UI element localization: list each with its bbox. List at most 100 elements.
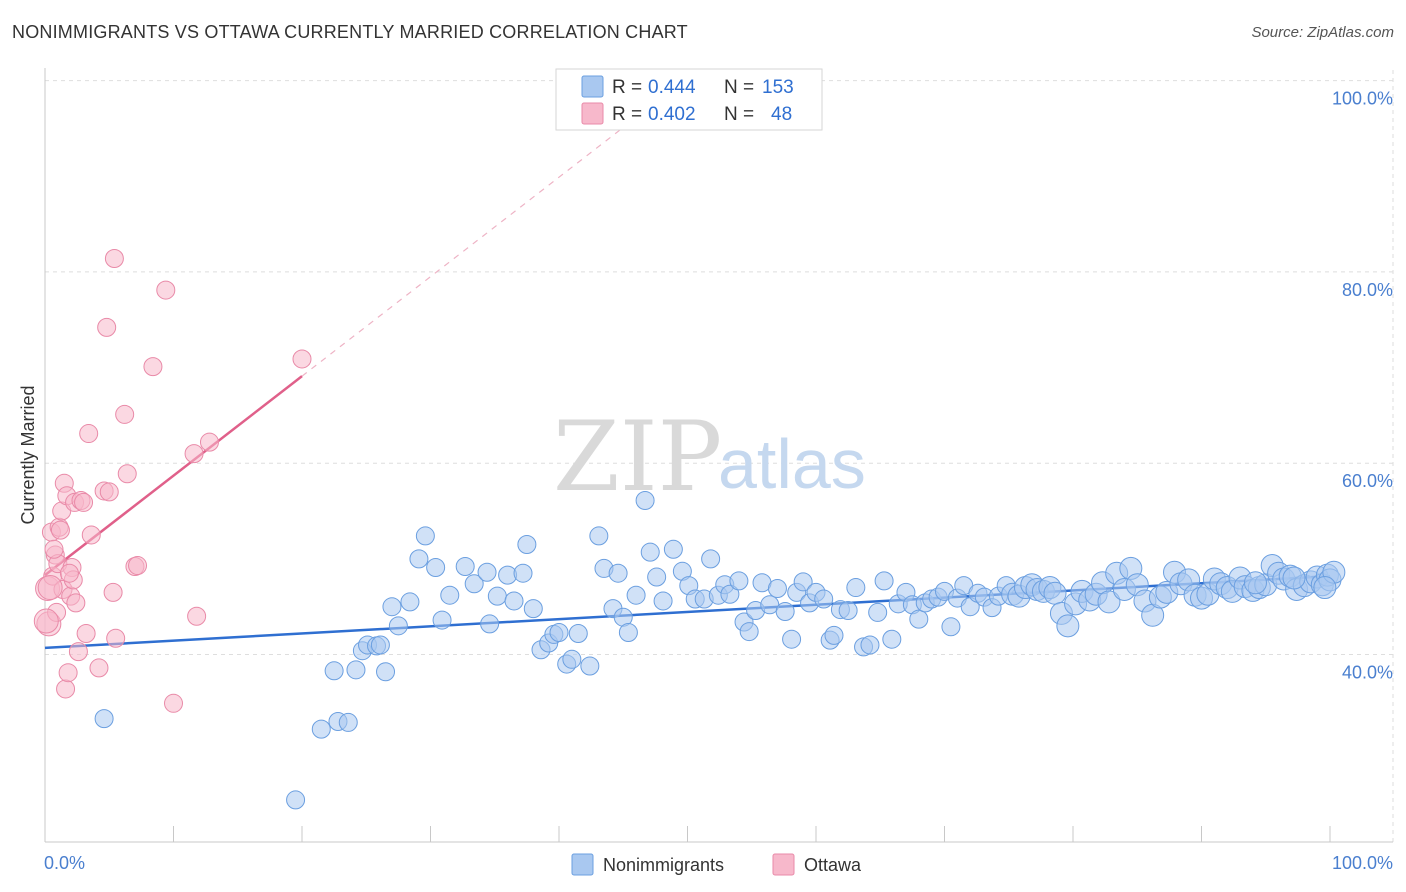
point-nonimmigrants	[370, 635, 390, 655]
point-ottawa	[128, 556, 148, 576]
point-nonimmigrants	[868, 602, 888, 622]
point-nonimmigrants	[1243, 571, 1267, 595]
point-ottawa	[59, 563, 79, 583]
point-nonimmigrants	[635, 491, 655, 511]
point-nonimmigrants	[1056, 614, 1080, 638]
point-nonimmigrants	[663, 539, 683, 559]
x-tick-label: 0.0%	[44, 853, 85, 873]
point-nonimmigrants	[432, 610, 452, 630]
point-ottawa	[68, 642, 88, 662]
y-tick-label: 60.0%	[1342, 471, 1393, 491]
point-nonimmigrants	[376, 662, 396, 682]
point-nonimmigrants	[388, 616, 408, 636]
point-nonimmigrants	[455, 557, 475, 577]
point-ottawa	[97, 317, 117, 337]
y-tick-labels: 40.0% 60.0% 80.0% 100.0%	[1332, 89, 1393, 683]
point-ottawa	[156, 280, 176, 300]
chart-title: NONIMMIGRANTS VS OTTAWA CURRENTLY MARRIE…	[12, 22, 688, 42]
correlation-legend: R = 0.444 N = 153 R = 0.402 N = 48	[555, 68, 823, 131]
point-nonimmigrants	[426, 557, 446, 577]
point-nonimmigrants	[882, 629, 902, 649]
point-nonimmigrants	[608, 563, 628, 583]
legend-n-value: 153	[762, 77, 794, 98]
point-nonimmigrants	[793, 572, 813, 592]
legend-swatch-blue	[581, 75, 604, 98]
legend-r-label: R =	[612, 77, 642, 98]
legend-n-label: N =	[724, 77, 754, 98]
point-ottawa	[58, 663, 78, 683]
point-nonimmigrants	[409, 549, 429, 569]
point-nonimmigrants	[838, 601, 858, 621]
point-ottawa	[79, 424, 99, 444]
axes	[44, 68, 1393, 843]
legend-r-value: 0.444	[648, 77, 696, 98]
series-label-nonimmigrants: Nonimmigrants	[603, 855, 724, 875]
point-ottawa	[56, 679, 76, 699]
trend-line-ottawa	[44, 375, 303, 577]
point-ottawa	[81, 525, 101, 545]
point-nonimmigrants	[720, 584, 740, 604]
y-tick-label: 80.0%	[1342, 280, 1393, 300]
point-nonimmigrants	[860, 635, 880, 655]
point-nonimmigrants	[782, 629, 802, 649]
y-axis-label: Currently Married	[18, 385, 38, 524]
point-nonimmigrants	[517, 535, 537, 555]
point-ottawa	[76, 623, 96, 643]
point-nonimmigrants	[286, 790, 306, 810]
point-nonimmigrants	[464, 574, 484, 594]
point-nonimmigrants	[504, 591, 524, 611]
y-tick-label: 100.0%	[1332, 89, 1393, 109]
point-nonimmigrants	[480, 614, 500, 634]
point-ottawa	[115, 404, 135, 424]
point-nonimmigrants	[814, 589, 834, 609]
data-points	[33, 249, 1346, 810]
legend-n-label: N =	[724, 104, 754, 125]
point-nonimmigrants	[653, 591, 673, 611]
point-nonimmigrants	[589, 526, 609, 546]
point-ottawa	[104, 249, 124, 269]
point-nonimmigrants	[618, 623, 638, 643]
point-ottawa	[103, 582, 123, 602]
point-nonimmigrants	[513, 563, 533, 583]
series-swatch-nonimmigrants	[571, 853, 594, 876]
y-tick-label: 40.0%	[1342, 663, 1393, 683]
point-ottawa	[33, 608, 59, 634]
point-ottawa	[184, 444, 204, 464]
point-ottawa	[187, 606, 207, 626]
point-nonimmigrants	[767, 579, 787, 599]
point-nonimmigrants	[400, 592, 420, 612]
series-swatch-ottawa	[772, 853, 795, 876]
watermark-zip: ZIP	[553, 401, 722, 513]
point-ottawa	[117, 464, 137, 484]
legend-n-value: 48	[771, 104, 792, 125]
point-nonimmigrants	[874, 571, 894, 591]
point-nonimmigrants	[311, 719, 331, 739]
x-tick-label: 100.0%	[1332, 853, 1393, 873]
series-legend: Nonimmigrants Ottawa	[571, 853, 862, 876]
point-nonimmigrants	[346, 660, 366, 680]
point-nonimmigrants	[440, 585, 460, 605]
point-nonimmigrants	[415, 526, 435, 546]
point-ottawa	[143, 357, 163, 377]
legend-r-value: 0.402	[648, 104, 696, 125]
point-nonimmigrants	[909, 609, 929, 629]
point-ottawa	[50, 520, 70, 540]
point-nonimmigrants	[626, 585, 646, 605]
point-nonimmigrants	[739, 622, 759, 642]
point-nonimmigrants	[580, 656, 600, 676]
point-nonimmigrants	[647, 567, 667, 587]
point-ottawa	[37, 575, 63, 601]
point-ottawa	[66, 593, 86, 613]
point-ottawa	[106, 628, 126, 648]
grid-lines	[45, 70, 1394, 842]
point-nonimmigrants	[549, 623, 569, 643]
point-ottawa	[89, 658, 109, 678]
point-nonimmigrants	[477, 562, 497, 582]
x-tick-labels: 0.0% 100.0%	[44, 853, 1393, 873]
source-credit: Source: ZipAtlas.com	[1251, 24, 1394, 41]
point-ottawa	[99, 482, 119, 502]
watermark-atlas: atlas	[718, 425, 866, 503]
point-nonimmigrants	[701, 549, 721, 569]
point-ottawa	[164, 693, 183, 713]
